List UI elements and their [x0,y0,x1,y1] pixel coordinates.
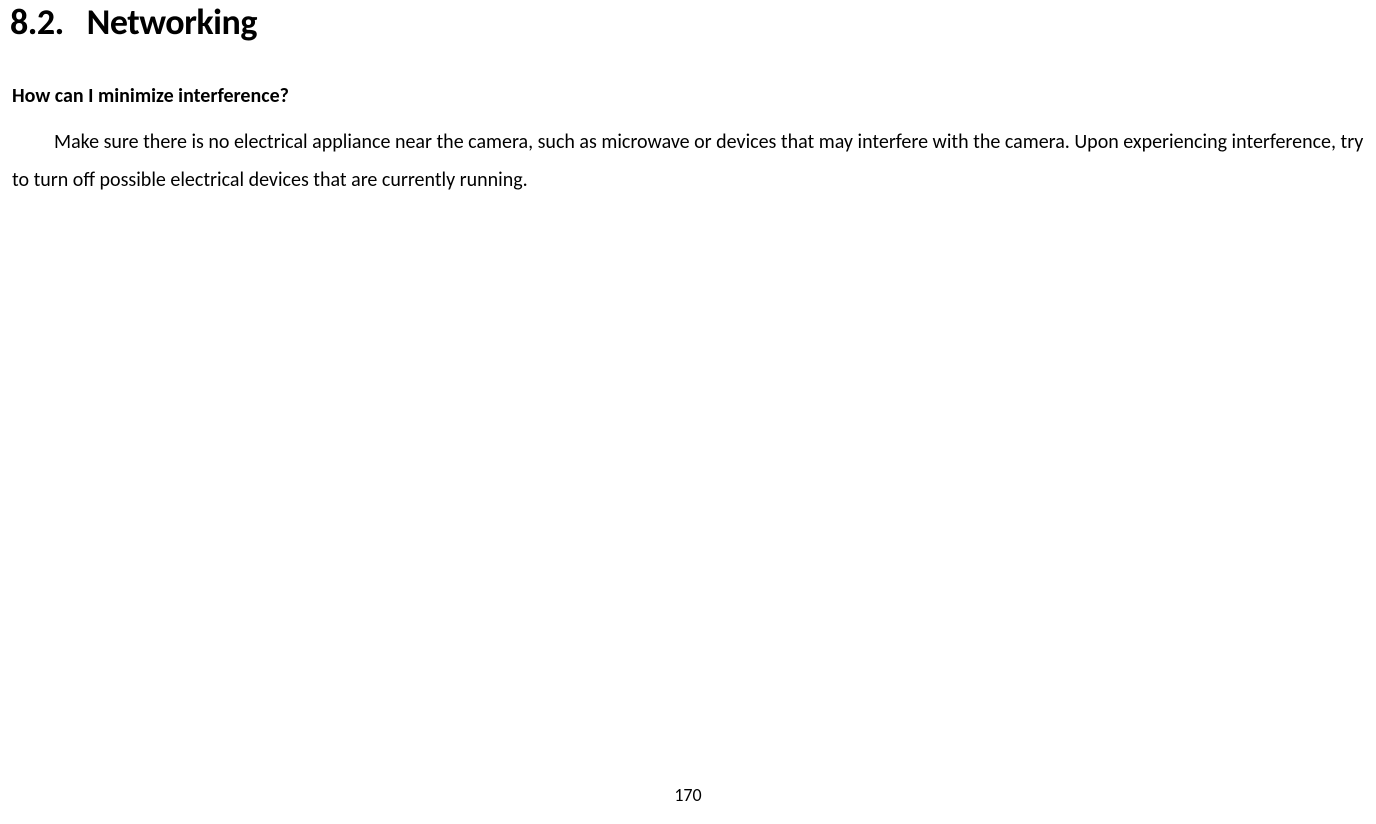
section-number: 8.2. [10,0,64,44]
section-heading: 8.2. Networking [10,0,1376,44]
page-content: 8.2. Networking How can I minimize inter… [0,0,1376,199]
question-text: How can I minimize interference? [12,84,1376,108]
body-text-content: Make sure there is no electrical applian… [12,130,1363,192]
section-title: Networking [87,0,257,44]
page-number: 170 [674,784,701,806]
body-paragraph: Make sure there is no electrical applian… [12,123,1376,199]
